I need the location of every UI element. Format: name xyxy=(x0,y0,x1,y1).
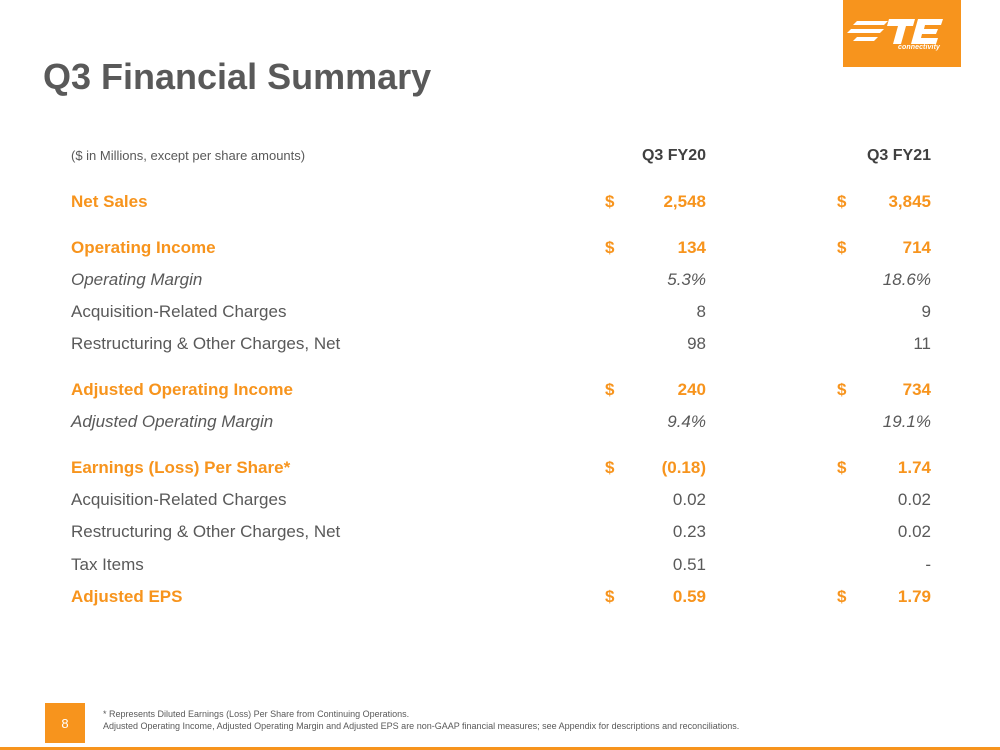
table-row: Restructuring & Other Charges, Net 98 11 xyxy=(71,332,931,356)
table-row: Acquisition-Related Charges 8 9 xyxy=(71,300,931,324)
row-label: Restructuring & Other Charges, Net xyxy=(71,334,341,353)
value-q3-fy21: 734 xyxy=(902,380,931,399)
row-label: Earnings (Loss) Per Share* xyxy=(71,458,291,477)
value-q3-fy21: - xyxy=(925,555,931,574)
value-q3-fy21: 0.02 xyxy=(897,522,931,541)
page-number: 8 xyxy=(45,703,85,743)
footnote-eps: * Represents Diluted Earnings (Loss) Per… xyxy=(103,709,410,719)
footnote-non-gaap: Adjusted Operating Income, Adjusted Oper… xyxy=(103,721,740,731)
value-q3-fy20: 2,548 xyxy=(663,192,706,211)
row-label: Operating Income xyxy=(71,238,216,257)
value-q3-fy21: 9 xyxy=(921,302,931,321)
value-q3-fy20: 9.4% xyxy=(667,412,706,431)
table-row: Tax Items 0.51 - xyxy=(71,553,931,577)
value-q3-fy20: 8 xyxy=(696,302,706,321)
value-q3-fy20: 0.23 xyxy=(672,522,706,541)
value-q3-fy21: 1.79 xyxy=(897,587,931,606)
value-q3-fy21: 1.74 xyxy=(897,458,931,477)
table-row: Operating Income $134 $714 xyxy=(71,236,931,260)
row-label: Adjusted Operating Margin xyxy=(71,412,274,431)
page-title: Q3 Financial Summary xyxy=(43,56,432,97)
value-q3-fy20: 0.02 xyxy=(672,490,706,509)
row-label: Operating Margin xyxy=(71,270,203,289)
column-header-q3-fy21: Q3 FY21 xyxy=(866,147,931,164)
value-q3-fy20: 98 xyxy=(687,334,706,353)
table-row: Adjusted Operating Income $240 $734 xyxy=(71,378,931,402)
dollar-sign-fy20: $ xyxy=(605,458,615,477)
table-row: Net Sales $2,548 $3,845 xyxy=(71,190,931,214)
value-q3-fy20: 240 xyxy=(677,380,706,399)
table-row: Restructuring & Other Charges, Net 0.23 0.… xyxy=(71,520,931,544)
te-logo-mark-icon xyxy=(847,19,943,44)
units-note: ($ in Millions, except per share amounts… xyxy=(71,148,306,163)
value-q3-fy21: 18.6% xyxy=(882,270,931,289)
row-label: Acquisition-Related Charges xyxy=(71,302,287,321)
table-row: Adjusted EPS $0.59 $1.79 xyxy=(71,585,931,609)
dollar-sign-fy20: $ xyxy=(605,380,615,399)
dollar-sign-fy21: $ xyxy=(837,380,847,399)
column-header-q3-fy20: Q3 FY20 xyxy=(641,147,706,164)
value-q3-fy21: 3,845 xyxy=(888,192,931,211)
dollar-sign-fy21: $ xyxy=(837,192,847,211)
table-header-row: ($ in Millions, except per share amounts… xyxy=(71,144,931,168)
dollar-sign-fy20: $ xyxy=(605,238,615,257)
value-q3-fy20: (0.18) xyxy=(661,458,706,477)
logo-tagline: connectivity xyxy=(897,44,940,51)
row-label: Adjusted EPS xyxy=(71,587,183,606)
value-q3-fy20: 0.51 xyxy=(672,555,706,574)
value-q3-fy21: 0.02 xyxy=(897,490,931,509)
table-row: Earnings (Loss) Per Share* $ (0.18) $1.74 xyxy=(71,456,931,480)
row-label: Adjusted Operating Income xyxy=(71,380,293,399)
dollar-sign-fy21: $ xyxy=(837,238,847,257)
row-label: Restructuring & Other Charges, Net xyxy=(71,522,341,541)
table-row: Operating Margin 5.3% 18.6% xyxy=(71,268,931,292)
row-label: Net Sales xyxy=(71,192,148,211)
value-q3-fy21: 19.1% xyxy=(882,412,931,431)
bottom-accent-bar xyxy=(0,747,1000,750)
value-q3-fy20: 134 xyxy=(677,238,706,257)
row-label: Tax Items xyxy=(71,555,144,574)
value-q3-fy21: 11 xyxy=(913,334,931,353)
dollar-sign-fy21: $ xyxy=(837,587,847,606)
table-row: Adjusted Operating Margin 9.4% 19.1% xyxy=(71,410,931,434)
value-q3-fy20: 5.3% xyxy=(667,270,706,289)
value-q3-fy20: 0.59 xyxy=(672,587,706,606)
table-row: Acquisition-Related Charges 0.02 0.02 xyxy=(71,488,931,512)
dollar-sign-fy20: $ xyxy=(605,192,615,211)
dollar-sign-fy21: $ xyxy=(837,458,847,477)
dollar-sign-fy20: $ xyxy=(605,587,615,606)
value-q3-fy21: 714 xyxy=(902,238,931,257)
te-connectivity-logo: connectivity xyxy=(843,0,961,67)
row-label: Acquisition-Related Charges xyxy=(71,490,287,509)
